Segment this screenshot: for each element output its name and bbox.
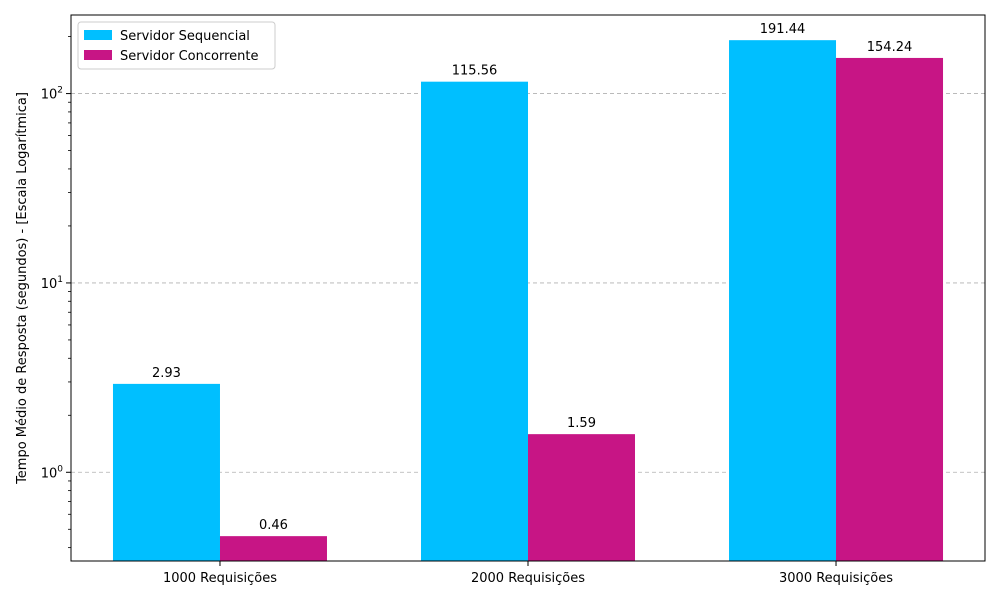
y-tick-exponent: 0 (57, 464, 63, 474)
bar-value-label: 191.44 (760, 22, 806, 37)
y-tick-base: 10 (41, 277, 58, 292)
legend-label: Servidor Concorrente (120, 49, 258, 64)
bar-sequencial (112, 383, 220, 561)
y-tick-exponent: 2 (57, 86, 63, 96)
data-labels: 2.93 0.46 115.56 1.59 191.44 154.24 (152, 22, 912, 533)
legend-box (77, 21, 276, 70)
bar-concorrente (528, 434, 635, 561)
bar-sequencial (421, 81, 528, 561)
bar-value-label: 154.24 (867, 40, 913, 55)
legend-swatch (84, 50, 112, 60)
y-axis-title: Tempo Médio de Resposta (segundos) - [Es… (15, 92, 30, 485)
x-tick-label: 2000 Requisições (471, 571, 585, 586)
bar-value-label: 2.93 (152, 366, 181, 381)
y-tick-label: 100 (41, 464, 64, 481)
x-tick-label: 1000 Requisições (163, 571, 277, 586)
x-axis-ticks: 1000 Requisições 2000 Requisições 3000 Req… (163, 561, 893, 586)
y-tick-label: 101 (41, 275, 63, 292)
y-tick-exponent: 1 (57, 275, 63, 285)
bar-concorrente (219, 536, 327, 561)
y-tick-base: 10 (41, 466, 58, 481)
x-tick-label: 3000 Requisições (779, 571, 893, 586)
bar-concorrente (836, 57, 944, 561)
legend-swatch (84, 30, 112, 40)
bar-value-label: 1.59 (567, 416, 596, 431)
y-tick-base: 10 (41, 88, 58, 103)
y-tick-label: 102 (41, 86, 63, 103)
bars (112, 40, 944, 561)
legend-label: Servidor Sequencial (120, 29, 250, 44)
legend: Servidor Sequencial Servidor Concorrente (77, 21, 276, 70)
bar-sequencial (729, 40, 837, 561)
bar-value-label: 0.46 (259, 518, 288, 533)
bar-value-label: 115.56 (452, 64, 498, 79)
